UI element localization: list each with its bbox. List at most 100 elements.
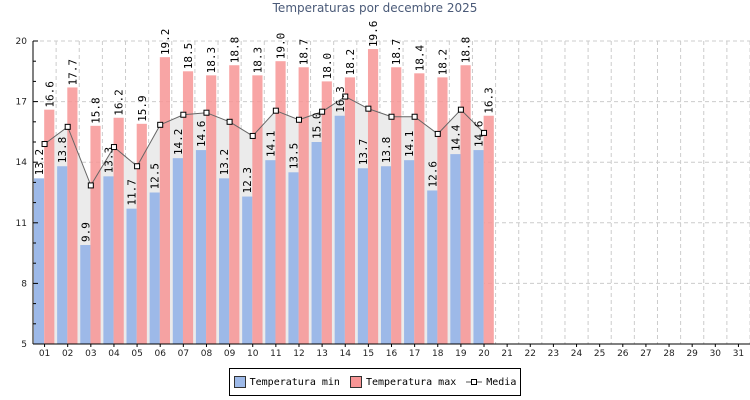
x-tick-label: 10 [247, 349, 259, 359]
bar-max [367, 49, 379, 345]
y-tick-label: 8 [21, 279, 27, 289]
legend-label: Temperatura min [249, 376, 340, 388]
data-label-min: 13.5 [288, 143, 301, 170]
x-tick-label: 20 [478, 349, 490, 359]
legend-label: Temperatura max [365, 376, 457, 388]
bar-min [450, 154, 461, 344]
bar-min [172, 158, 183, 344]
x-tick-label: 03 [85, 349, 96, 359]
bar-max [298, 67, 309, 344]
data-label-max: 15.8 [90, 97, 103, 124]
data-label-max: 15.9 [136, 95, 149, 122]
x-tick-label: 28 [663, 349, 675, 359]
bar-max [460, 65, 471, 345]
bar-min [34, 178, 45, 344]
data-label-min: 13.8 [380, 137, 393, 164]
x-tick-label: 06 [154, 349, 166, 359]
media-point [319, 108, 326, 115]
media-point [342, 93, 349, 100]
bar-min [473, 150, 484, 344]
data-label-max: 19.0 [275, 33, 288, 60]
bar-min [311, 142, 322, 344]
media-point [434, 130, 441, 137]
media-point [226, 118, 233, 125]
x-tick-label: 13 [316, 349, 327, 359]
x-tick-label: 23 [548, 349, 559, 359]
media-point [411, 113, 418, 120]
data-label-max: 16.3 [483, 87, 496, 114]
media-point [180, 111, 187, 118]
x-tick-label: 14 [340, 349, 352, 359]
x-tick-label: 12 [293, 349, 304, 359]
bar-min [80, 245, 91, 344]
x-tick-label: 02 [62, 349, 73, 359]
media-point [388, 113, 395, 120]
bar-max [437, 77, 448, 345]
media-point [41, 141, 48, 148]
legend: Temperatura min Temperatura max Media [229, 368, 521, 396]
bar-min [265, 160, 276, 344]
y-tick-label: 11 [16, 219, 27, 229]
data-label-min: 11.7 [126, 179, 139, 206]
media-point [64, 123, 71, 130]
bar-min [357, 168, 368, 344]
bar-min [334, 115, 345, 345]
x-tick-label: 01 [39, 349, 50, 359]
media-point [110, 144, 117, 151]
data-label-max: 17.7 [66, 59, 79, 86]
bar-min [195, 150, 207, 344]
media-point [249, 132, 256, 139]
data-label-min: 14.1 [403, 131, 416, 158]
bar-max [483, 115, 494, 345]
bar-max [67, 87, 78, 345]
x-tick-label: 26 [617, 349, 629, 359]
x-tick-label: 22 [525, 349, 536, 359]
legend-item-max: Temperatura max [349, 376, 457, 388]
bar-max [391, 67, 402, 344]
legend-item-media: Media [466, 377, 516, 388]
bar-max [229, 65, 240, 345]
media-point [365, 105, 372, 112]
bar-max [182, 71, 194, 345]
media-point [157, 121, 164, 128]
bar-max [344, 77, 356, 345]
data-label-max: 18.0 [321, 53, 334, 80]
x-tick-label: 08 [201, 349, 213, 359]
bar-max [113, 117, 124, 344]
data-label-min: 9.9 [79, 222, 92, 242]
bar-min [219, 178, 230, 344]
data-label-min: 14.6 [195, 121, 208, 148]
bar-min [427, 190, 438, 344]
bar-min [126, 208, 137, 344]
legend-label: Media [486, 376, 517, 388]
x-tick-label: 29 [686, 349, 698, 359]
data-label-max: 16.6 [43, 81, 56, 108]
data-label-min: 13.3 [102, 147, 115, 174]
x-tick-label: 21 [501, 349, 512, 359]
x-tick-label: 05 [131, 349, 142, 359]
y-tick-label: 5 [21, 340, 27, 350]
bar-min [288, 172, 299, 344]
data-label-max: 18.7 [298, 39, 311, 66]
x-tick-label: 27 [640, 349, 651, 359]
bar-max [136, 123, 147, 344]
data-label-min: 14.1 [264, 131, 277, 158]
data-label-max: 18.8 [228, 37, 241, 64]
x-tick-label: 11 [270, 349, 281, 359]
data-label-min: 15.0 [311, 113, 324, 140]
bar-max [252, 75, 263, 344]
data-label-min: 13.2 [218, 149, 231, 176]
legend-item-min: Temperatura min [233, 376, 340, 388]
x-tick-label: 16 [386, 349, 398, 359]
x-tick-label: 18 [432, 349, 444, 359]
data-label-min: 12.3 [241, 167, 254, 194]
x-tick-label: 31 [733, 349, 744, 359]
data-label-max: 18.3 [205, 47, 218, 74]
bar-min [380, 166, 392, 344]
data-label-min: 16.3 [334, 86, 347, 113]
data-label-max: 18.2 [344, 49, 357, 76]
data-label-max: 19.2 [159, 29, 172, 56]
x-tick-label: 25 [594, 349, 605, 359]
x-tick-label: 04 [108, 349, 120, 359]
